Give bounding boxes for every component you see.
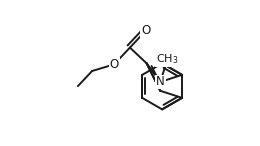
- Text: O: O: [141, 24, 150, 37]
- Text: N: N: [156, 75, 165, 88]
- Text: CH$_3$: CH$_3$: [156, 52, 179, 66]
- Text: O: O: [109, 58, 119, 71]
